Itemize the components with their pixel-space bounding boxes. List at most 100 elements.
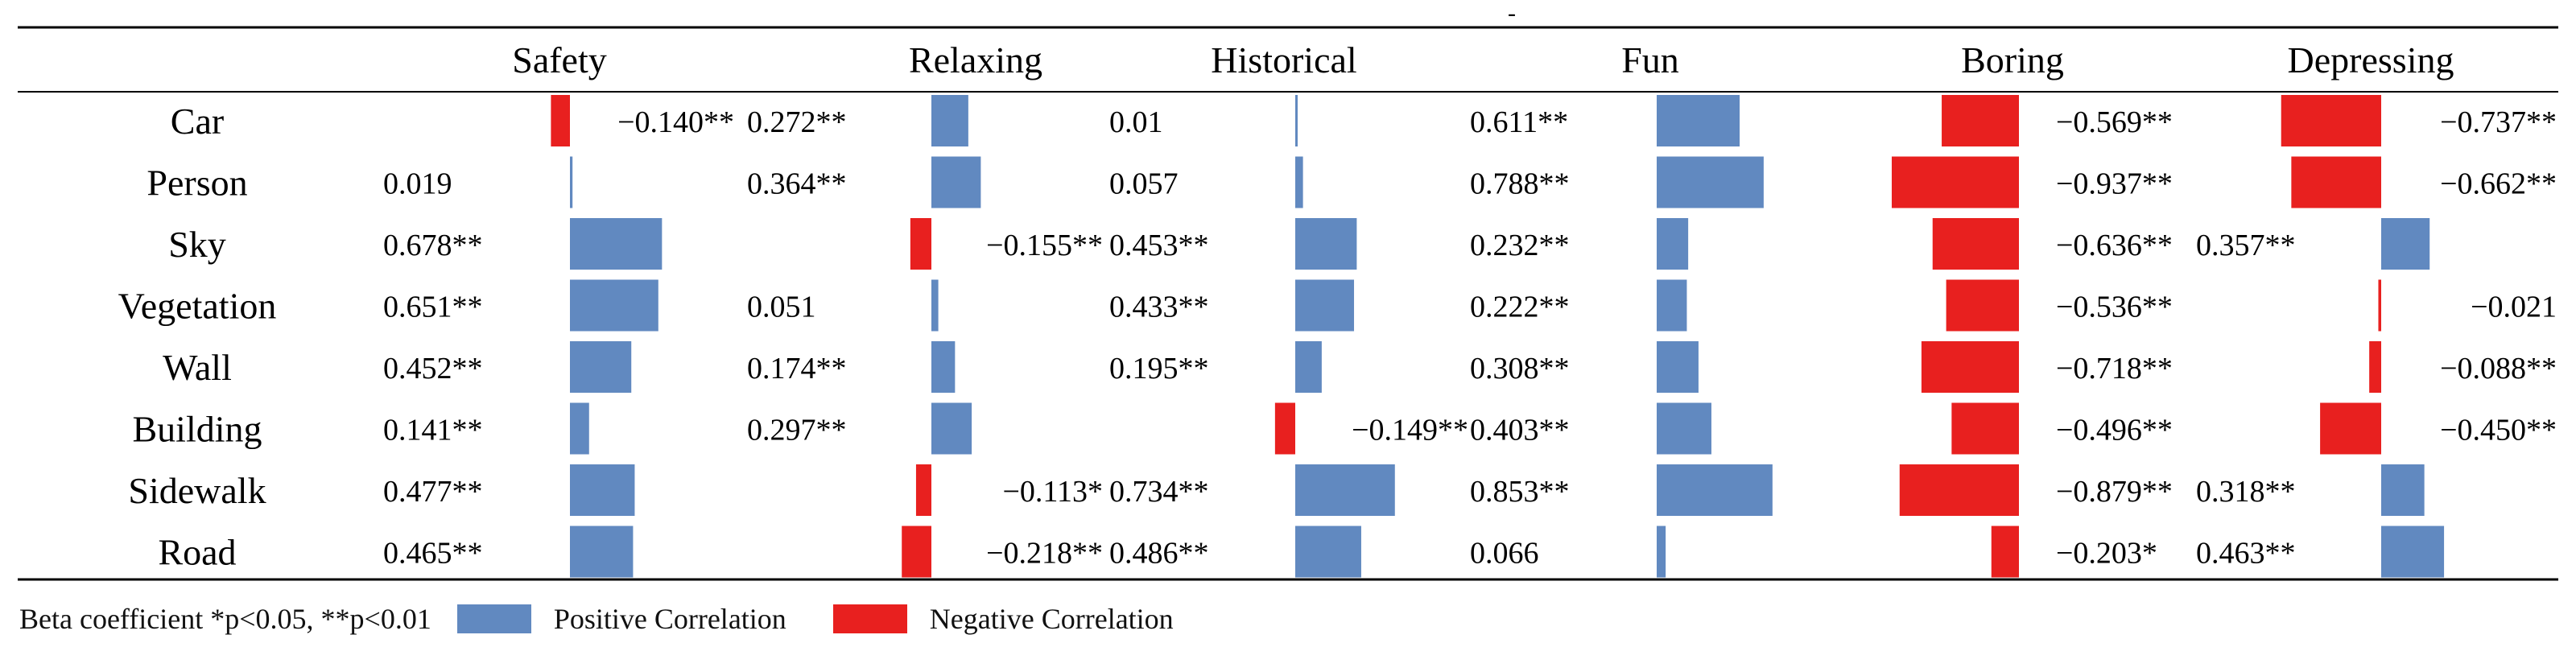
value-label-depressing-vegetation: −0.021 [2471,291,2557,324]
legend-negative-label: Negative Correlation [929,603,1174,635]
value-label-historical-road: 0.486** [1109,537,1209,571]
bar-safety-building [570,402,589,455]
value-label-boring-sidewalk: −0.879** [2056,475,2173,509]
column-header-depressing: Depressing [2288,39,2454,80]
bar-historical-car [1295,95,1298,146]
value-label-safety-sidewalk: 0.477** [383,475,483,509]
value-label-depressing-person: −0.662** [2440,167,2557,201]
value-label-fun-road: 0.066 [1470,537,1539,571]
value-label-historical-sky: 0.453** [1109,229,1209,262]
value-label-fun-wall: 0.308** [1470,352,1570,385]
bar-boring-building [1951,402,2019,455]
bar-depressing-person [2291,156,2381,208]
value-label-historical-building: −0.149** [1352,414,1468,447]
value-label-boring-sky: −0.636** [2056,229,2173,262]
bar-relaxing-wall [931,341,956,393]
value-label-safety-road: 0.465** [383,537,483,571]
bar-depressing-building [2320,402,2381,455]
bar-depressing-road [2381,526,2445,578]
bar-fun-wall [1657,341,1699,393]
bar-historical-sidewalk [1295,464,1395,516]
top-mark: - [1508,0,1516,27]
bar-depressing-sky [2381,218,2430,270]
row-label-wall: Wall [163,347,232,388]
value-label-fun-person: 0.788** [1470,167,1570,201]
bar-fun-sky [1657,218,1689,270]
bar-safety-sidewalk [570,464,635,516]
bar-boring-car [1942,95,2019,146]
value-label-depressing-car: −0.737** [2440,105,2557,139]
value-label-safety-wall: 0.452** [383,352,483,385]
bar-fun-car [1657,95,1740,146]
row-label-road: Road [158,532,236,573]
value-label-boring-building: −0.496** [2056,414,2173,447]
bar-historical-vegetation [1295,279,1355,332]
bar-depressing-sidewalk [2381,464,2425,516]
bar-boring-vegetation [1946,279,2019,332]
bar-relaxing-building [931,402,972,455]
bar-relaxing-vegetation [931,279,939,332]
value-label-historical-person: 0.057 [1109,167,1179,201]
value-label-safety-sky: 0.678** [383,229,483,262]
bar-boring-sky [1932,218,2019,270]
value-label-historical-wall: 0.195** [1109,352,1209,385]
value-label-safety-person: 0.019 [383,167,452,201]
value-label-depressing-road: 0.463** [2196,537,2296,571]
value-label-boring-person: −0.937** [2056,167,2173,201]
bar-relaxing-sky [910,218,931,270]
value-label-relaxing-wall: 0.174** [747,352,847,385]
value-label-boring-vegetation: −0.536** [2056,291,2173,324]
value-label-safety-vegetation: 0.651** [383,291,483,324]
positive-swatch [456,604,531,633]
bar-safety-sky [570,218,663,270]
value-label-fun-sky: 0.232** [1470,229,1570,262]
value-label-fun-vegetation: 0.222** [1470,291,1570,324]
value-label-safety-building: 0.141** [383,414,483,447]
bar-safety-person [570,156,573,208]
bar-historical-wall [1295,341,1322,393]
legend: Beta coefficient *p<0.05, **p<0.01 Positi… [19,602,1174,636]
value-label-boring-car: −0.569** [2056,105,2173,139]
bar-boring-road [1991,526,2019,578]
bar-fun-sidewalk [1657,464,1773,516]
bar-depressing-wall [2369,341,2381,393]
value-label-relaxing-vegetation: 0.051 [747,291,816,324]
value-label-relaxing-sky: −0.155** [986,229,1103,262]
column-header-safety: Safety [512,39,607,80]
value-label-fun-sidewalk: 0.853** [1470,475,1570,509]
bar-boring-sidewalk [1899,464,2019,516]
value-label-historical-vegetation: 0.433** [1109,291,1209,324]
bar-relaxing-car [931,95,968,146]
legend-note: Beta coefficient *p<0.05, **p<0.01 [19,603,431,635]
value-label-relaxing-building: 0.297** [747,414,847,447]
bar-fun-person [1657,156,1764,208]
bar-historical-person [1295,156,1303,208]
bar-depressing-car [2281,95,2381,146]
column-header-fun: Fun [1621,39,1679,80]
value-label-relaxing-car: 0.272** [747,105,847,139]
value-label-depressing-wall: −0.088** [2440,352,2557,385]
value-label-historical-sidewalk: 0.734** [1109,475,1209,509]
bar-relaxing-sidewalk [915,464,931,516]
value-label-relaxing-person: 0.364** [747,167,847,201]
column-header-boring: Boring [1961,39,2064,80]
row-label-person: Person [147,163,247,204]
value-label-relaxing-sidewalk: −0.113* [1002,475,1103,509]
row-label-sky: Sky [168,224,226,265]
bar-boring-person [1891,156,2019,208]
row-label-vegetation: Vegetation [118,286,277,327]
bar-safety-car [551,95,570,146]
coefficient-bar-table: - Safety Relaxing Historical Fun Boring Depres… [18,0,2558,581]
column-header-relaxing: Relaxing [909,39,1042,80]
value-label-relaxing-road: −0.218** [986,537,1103,571]
bar-historical-sky [1295,218,1357,270]
bar-fun-vegetation [1657,279,1687,332]
value-label-fun-building: 0.403** [1470,414,1570,447]
bar-historical-building [1274,402,1295,455]
bar-safety-wall [570,341,632,393]
column-header-historical: Historical [1211,39,1356,80]
legend-positive-label: Positive Correlation [553,603,786,635]
bar-historical-road [1295,526,1361,578]
value-label-boring-road: −0.203* [2056,537,2157,571]
bar-depressing-vegetation [2378,279,2381,332]
